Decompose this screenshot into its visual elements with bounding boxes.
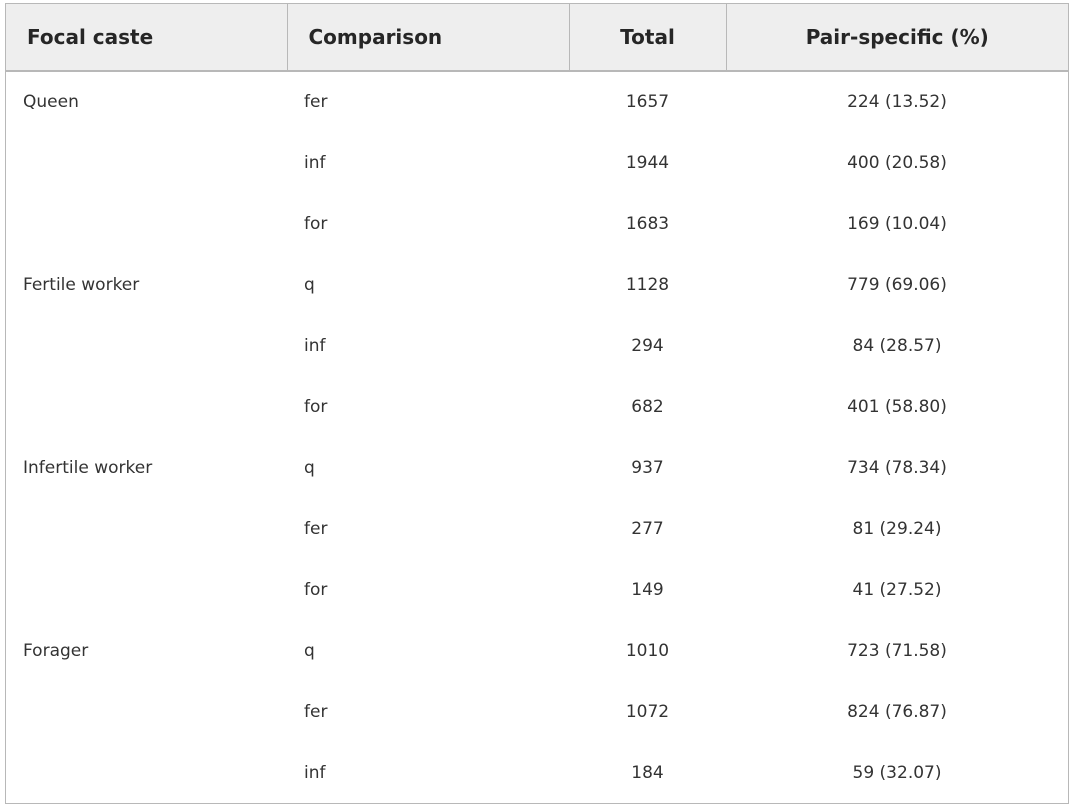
cell-total: 149	[631, 579, 664, 600]
table-row: for 149 41 (27.52)	[6, 559, 1068, 620]
table-body: Queen fer 1657 224 (13.52) inf 1944 400 (20.58…	[6, 71, 1068, 803]
table-row: inf 294 84 (28.57)	[6, 315, 1068, 376]
cell-total: 1944	[625, 152, 670, 173]
table-row: for 1683 169 (10.04)	[6, 193, 1068, 254]
table-row: inf 184 59 (32.07)	[6, 742, 1068, 803]
cell-focal-caste	[6, 742, 287, 803]
cell-comparison: for	[304, 396, 328, 417]
cell-pair-specific: 224 (13.52)	[847, 92, 947, 112]
cell-focal-caste	[6, 315, 287, 376]
header-comparison: Comparison	[287, 4, 570, 72]
cell-comparison: q	[304, 457, 315, 478]
cell-focal-caste: Forager	[23, 640, 89, 661]
cell-focal-caste	[6, 193, 287, 254]
cell-pair-specific: 84 (28.57)	[852, 335, 942, 356]
cell-focal-caste: Fertile worker	[23, 274, 140, 295]
cell-total: 184	[631, 762, 664, 783]
cell-pair-specific: 400 (20.58)	[847, 152, 947, 173]
cell-total: 1128	[625, 274, 670, 295]
cell-pair-specific: 824 (76.87)	[847, 701, 947, 722]
cell-pair-specific: 59 (32.07)	[852, 762, 942, 783]
cell-total: 277	[631, 518, 664, 539]
cell-pair-specific: 81 (29.24)	[852, 518, 942, 539]
cell-focal-caste	[6, 498, 287, 559]
table-row: fer 277 81 (29.24)	[6, 498, 1068, 559]
cell-total: 1010	[625, 640, 670, 661]
cell-focal-caste	[6, 559, 287, 620]
header-pair-specific: Pair-specific (%)	[726, 4, 1068, 72]
cell-pair-specific: 734 (78.34)	[847, 457, 947, 478]
table-header: Focal caste Comparison Total Pair-specif…	[6, 4, 1068, 72]
cell-comparison: fer	[304, 518, 328, 539]
cell-comparison: inf	[304, 762, 326, 783]
cell-total: 1657	[625, 92, 670, 112]
cell-total: 294	[631, 335, 664, 356]
cell-comparison: inf	[304, 152, 326, 173]
table-row: Queen fer 1657 224 (13.52)	[6, 71, 1068, 132]
cell-total: 937	[631, 457, 664, 478]
cell-comparison: fer	[304, 701, 328, 722]
cell-comparison: q	[304, 274, 315, 295]
table-row: Forager q 1010 723 (71.58)	[6, 620, 1068, 681]
cell-pair-specific: 169 (10.04)	[847, 213, 947, 234]
cell-comparison: for	[304, 213, 328, 234]
cell-focal-caste	[6, 681, 287, 742]
cell-focal-caste: Infertile worker	[23, 457, 153, 478]
data-table: Focal caste Comparison Total Pair-specif…	[6, 4, 1068, 803]
cell-total: 682	[631, 396, 664, 417]
cell-pair-specific: 41 (27.52)	[852, 579, 942, 600]
cell-pair-specific: 723 (71.58)	[847, 640, 947, 661]
table-row: inf 1944 400 (20.58)	[6, 132, 1068, 193]
cell-pair-specific: 779 (69.06)	[847, 274, 947, 295]
table-row: Fertile worker q 1128 779 (69.06)	[6, 254, 1068, 315]
data-table-frame: Focal caste Comparison Total Pair-specif…	[5, 3, 1069, 804]
cell-comparison: inf	[304, 335, 326, 356]
cell-focal-caste	[6, 376, 287, 437]
header-total: Total	[569, 4, 727, 72]
cell-comparison: q	[304, 640, 315, 661]
cell-focal-caste: Queen	[23, 92, 79, 112]
header-focal-caste: Focal caste	[6, 4, 288, 72]
cell-comparison: fer	[304, 92, 328, 112]
cell-pair-specific: 401 (58.80)	[847, 396, 947, 417]
table-row: fer 1072 824 (76.87)	[6, 681, 1068, 742]
table-row: Infertile worker q 937 734 (78.34)	[6, 437, 1068, 498]
cell-comparison: for	[304, 579, 328, 600]
cell-focal-caste	[6, 132, 287, 193]
table-row: for 682 401 (58.80)	[6, 376, 1068, 437]
header-row: Focal caste Comparison Total Pair-specif…	[6, 4, 1068, 72]
cell-total: 1072	[625, 701, 670, 722]
cell-total: 1683	[625, 213, 670, 234]
